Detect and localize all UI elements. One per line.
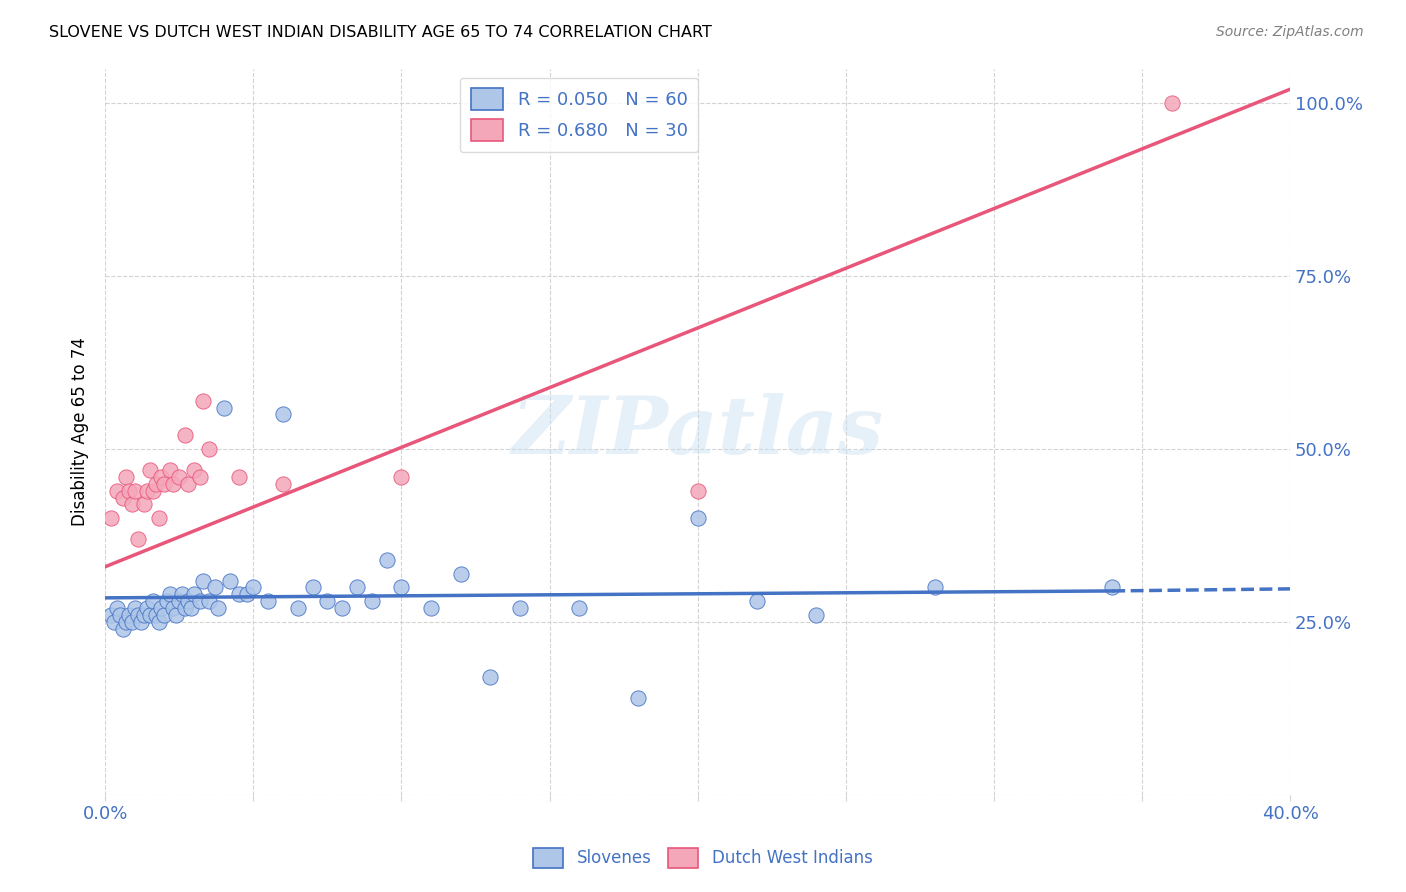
Point: [167, 594, 190, 608]
Point: [138, 608, 160, 623]
Point: [153, 476, 176, 491]
Point: [111, 491, 134, 505]
Point: [165, 608, 187, 623]
Point: [100, 608, 122, 623]
Point: [111, 622, 134, 636]
Point: [135, 483, 157, 498]
Point: [391, 581, 413, 595]
Point: [804, 608, 827, 623]
Point: [145, 476, 167, 491]
Point: [242, 581, 264, 595]
Point: [180, 601, 202, 615]
Point: [162, 476, 184, 491]
Point: [118, 483, 141, 498]
Point: [138, 463, 160, 477]
Point: [375, 553, 398, 567]
Point: [686, 483, 709, 498]
Point: [129, 615, 152, 629]
Point: [115, 615, 138, 629]
Point: [127, 608, 149, 623]
Point: [103, 615, 125, 629]
Legend: Slovenes, Dutch West Indians: Slovenes, Dutch West Indians: [527, 841, 879, 875]
Point: [174, 428, 197, 442]
Point: [148, 511, 170, 525]
Point: [627, 691, 650, 706]
Text: ZIPatlas: ZIPatlas: [512, 393, 884, 471]
Point: [177, 594, 200, 608]
Point: [568, 601, 591, 615]
Point: [150, 601, 173, 615]
Point: [420, 601, 443, 615]
Point: [745, 594, 768, 608]
Text: SLOVENE VS DUTCH WEST INDIAN DISABILITY AGE 65 TO 74 CORRELATION CHART: SLOVENE VS DUTCH WEST INDIAN DISABILITY …: [49, 25, 711, 40]
Point: [198, 442, 221, 456]
Point: [115, 469, 138, 483]
Point: [360, 594, 382, 608]
Point: [1160, 96, 1182, 111]
Point: [257, 594, 280, 608]
Point: [153, 608, 176, 623]
Point: [132, 498, 155, 512]
Point: [121, 498, 143, 512]
Point: [105, 483, 128, 498]
Point: [142, 483, 165, 498]
Point: [121, 615, 143, 629]
Point: [188, 594, 211, 608]
Point: [191, 393, 214, 408]
Point: [479, 670, 502, 684]
Point: [145, 608, 167, 623]
Point: [228, 587, 250, 601]
Point: [191, 574, 214, 588]
Point: [450, 566, 472, 581]
Point: [207, 601, 229, 615]
Point: [346, 581, 368, 595]
Point: [172, 587, 194, 601]
Point: [391, 469, 413, 483]
Point: [198, 594, 221, 608]
Point: [150, 469, 173, 483]
Point: [183, 463, 205, 477]
Point: [132, 608, 155, 623]
Point: [159, 587, 181, 601]
Point: [100, 511, 122, 525]
Point: [167, 469, 190, 483]
Point: [218, 574, 240, 588]
Point: [212, 401, 235, 415]
Point: [228, 469, 250, 483]
Point: [156, 594, 179, 608]
Point: [148, 615, 170, 629]
Point: [924, 581, 946, 595]
Point: [142, 594, 165, 608]
Point: [330, 601, 353, 615]
Point: [124, 601, 146, 615]
Legend: R = 0.050   N = 60, R = 0.680   N = 30: R = 0.050 N = 60, R = 0.680 N = 30: [460, 78, 699, 153]
Point: [124, 483, 146, 498]
Point: [188, 469, 211, 483]
Point: [105, 601, 128, 615]
Point: [271, 476, 294, 491]
Point: [301, 581, 323, 595]
Point: [271, 408, 294, 422]
Point: [162, 601, 184, 615]
Y-axis label: Disability Age 65 to 74: Disability Age 65 to 74: [72, 337, 89, 526]
Point: [118, 608, 141, 623]
Point: [177, 476, 200, 491]
Text: Source: ZipAtlas.com: Source: ZipAtlas.com: [1216, 25, 1364, 39]
Point: [316, 594, 339, 608]
Point: [204, 581, 226, 595]
Point: [1101, 581, 1123, 595]
Point: [236, 587, 259, 601]
Point: [135, 601, 157, 615]
Point: [287, 601, 309, 615]
Point: [686, 511, 709, 525]
Point: [159, 463, 181, 477]
Point: [509, 601, 531, 615]
Point: [183, 587, 205, 601]
Point: [174, 601, 197, 615]
Point: [108, 608, 131, 623]
Point: [127, 532, 149, 546]
